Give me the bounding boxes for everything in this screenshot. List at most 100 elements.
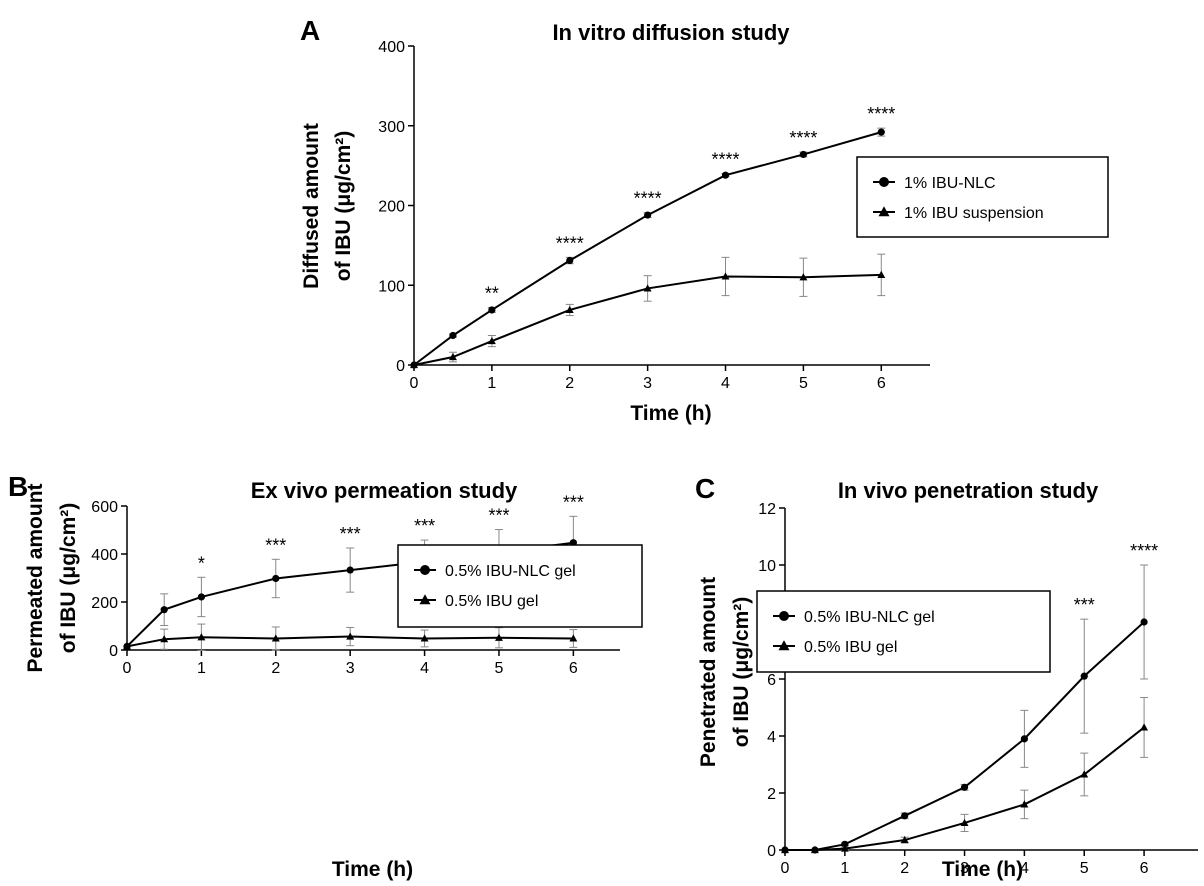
significance-label: *: [198, 553, 205, 573]
data-point: [197, 633, 206, 641]
x-tick-label: 0: [123, 660, 132, 677]
legend-label: 0.5% IBU-NLC gel: [445, 563, 576, 580]
data-point: [346, 566, 354, 574]
x-tick-label: 6: [877, 375, 886, 392]
panel-letter: C: [695, 473, 715, 504]
y-tick-label: 10: [758, 558, 776, 575]
data-point: [488, 306, 496, 314]
legend-label: 0.5% IBU gel: [804, 639, 897, 656]
significance-label: ****: [867, 104, 895, 124]
y-axis-title-line2: of IBU (μg/cm²): [57, 503, 80, 654]
significance-label: ***: [563, 492, 584, 512]
y-tick-label: 2: [767, 786, 776, 803]
series-nlc: [410, 127, 886, 369]
x-tick-label: 6: [569, 660, 578, 677]
series-line: [126, 635, 574, 648]
y-tick-label: 200: [378, 199, 405, 216]
data-point: [448, 352, 457, 361]
panel-letter: B: [8, 471, 28, 502]
data-point: [487, 336, 496, 345]
legend: 0.5% IBU-NLC gel 0.5% IBU gel: [397, 544, 643, 628]
series-reference: [781, 697, 1149, 854]
significance-label: ***: [265, 535, 286, 555]
data-point: [799, 150, 807, 159]
data-point: [721, 171, 730, 179]
significance-label: ***: [414, 516, 435, 536]
x-tick-label: 3: [960, 860, 969, 877]
x-tick-label: 0: [410, 375, 419, 392]
data-point: [565, 305, 574, 314]
data-point: [960, 783, 969, 791]
y-tick-label: 400: [91, 547, 118, 564]
chart-title: In vitro diffusion study: [552, 20, 790, 45]
data-point: [644, 211, 652, 219]
significance-label: **: [485, 284, 499, 304]
data-point: [449, 331, 457, 340]
x-tick-label: 5: [495, 660, 504, 677]
legend-triangle-marker: [878, 206, 890, 217]
legend-box: [856, 156, 1109, 238]
legend-box: [756, 590, 1051, 673]
panel-letter: A: [300, 15, 320, 46]
legend-circle-marker: [420, 565, 430, 575]
y-axis-title-line1: Penetrated amount: [697, 577, 720, 767]
legend: 1% IBU-NLC 1% IBU suspension: [856, 156, 1109, 238]
significance-label: ****: [1130, 541, 1158, 561]
legend-box: [397, 544, 643, 628]
x-axis-title: Time (h): [630, 402, 711, 425]
y-tick-label: 300: [378, 119, 405, 136]
panel-b: B Ex vivo permeation study 0 1 2 3 4 5 6 0 200 400 6…: [8, 471, 643, 881]
x-tick-label: 6: [1140, 860, 1149, 877]
x-tick-label: 4: [721, 375, 730, 392]
x-tick-label: 5: [1080, 860, 1089, 877]
panel-c: CIn vivo penetration study01234560246810…: [695, 473, 1198, 881]
data-point: [346, 632, 355, 640]
legend-label: 0.5% IBU-NLC gel: [804, 609, 935, 626]
significance-label: ****: [711, 150, 739, 170]
x-tick-label: 3: [643, 375, 652, 392]
series-reference: [410, 253, 886, 369]
y-tick-label: 600: [91, 499, 118, 516]
data-point: [271, 634, 280, 642]
significance-label: ***: [488, 506, 509, 526]
data-point: [960, 818, 969, 827]
significance-label: ***: [340, 524, 361, 544]
x-tick-label: 1: [487, 375, 496, 392]
data-point: [840, 844, 849, 852]
data-point: [566, 256, 574, 265]
data-point: [1020, 800, 1029, 808]
legend: 0.5% IBU-NLC gel 0.5% IBU gel: [756, 590, 1051, 673]
significance-label: ****: [789, 128, 817, 148]
y-tick-label: 0: [767, 843, 776, 860]
data-point: [410, 360, 418, 369]
data-point: [841, 840, 849, 848]
data-point: [877, 270, 886, 278]
legend-label: 1% IBU-NLC: [904, 175, 996, 192]
y-tick-label: 100: [378, 278, 405, 295]
legend-label: 1% IBU suspension: [904, 205, 1044, 222]
data-point: [810, 845, 819, 854]
data-point: [900, 835, 909, 844]
y-tick-label: 200: [91, 595, 118, 612]
data-point: [1140, 723, 1149, 731]
y-tick-label: 6: [767, 672, 776, 689]
y-tick-label: 12: [758, 501, 776, 518]
data-point: [160, 606, 168, 614]
data-point: [1080, 770, 1089, 778]
data-point: [569, 634, 578, 642]
x-tick-label: 4: [420, 660, 429, 677]
y-tick-label: 400: [378, 39, 405, 56]
x-tick-label: 1: [197, 660, 206, 677]
x-tick-label: 2: [565, 375, 574, 392]
data-point: [272, 574, 280, 583]
data-point: [781, 845, 789, 854]
data-point: [1140, 618, 1148, 626]
data-point: [123, 642, 131, 650]
chart-title: Ex vivo permeation study: [251, 478, 518, 503]
data-point: [799, 273, 808, 281]
series-reference: [123, 623, 578, 651]
data-point: [1020, 735, 1028, 743]
data-point: [877, 128, 885, 136]
chart-title: In vivo penetration study: [838, 478, 1099, 503]
